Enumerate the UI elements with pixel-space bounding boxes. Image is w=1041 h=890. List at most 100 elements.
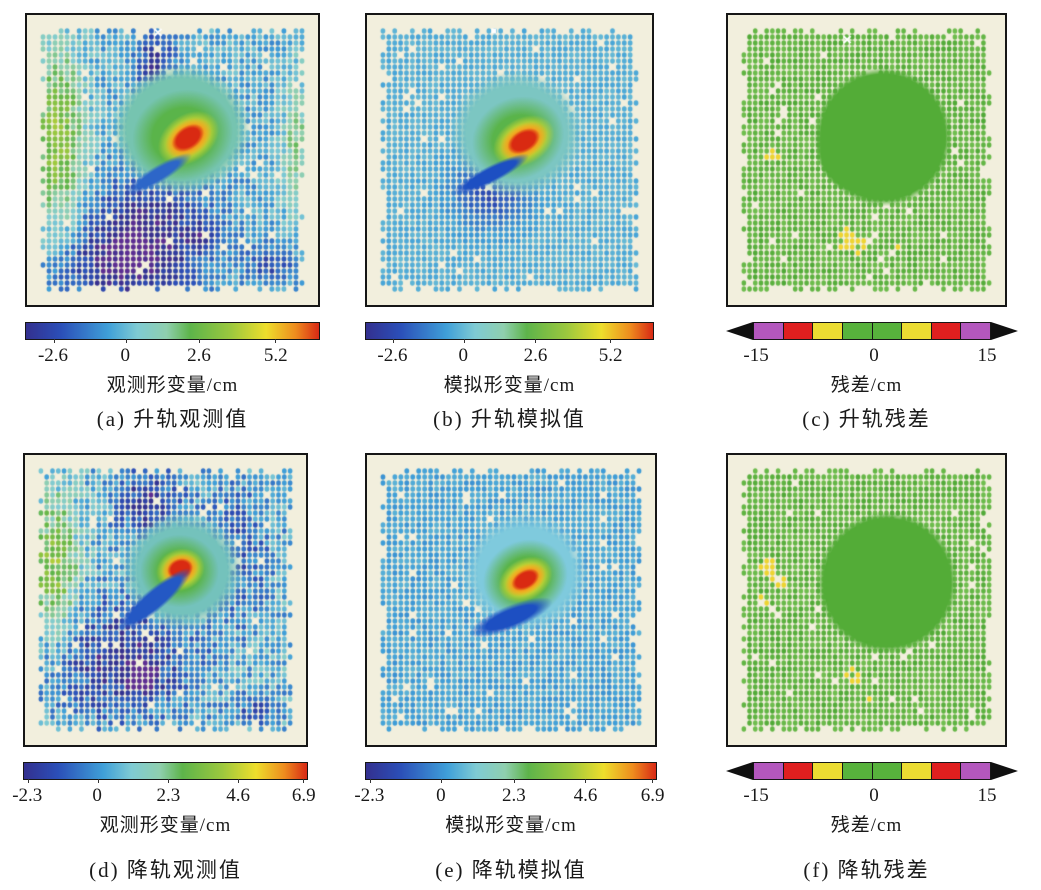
panel-b-colorbar-ticks: -2.6 0 2.6 5.2 [365, 345, 654, 369]
colorbar-tick-label: -15 [743, 785, 769, 806]
residual-colorbar-segment [812, 322, 843, 340]
colorbar-tick-label: 4.6 [226, 785, 251, 806]
colorbar-tick-mark [463, 339, 465, 343]
panel-e-colorbar-ticks: -2.3 0 2.3 4.6 6.9 [354, 785, 664, 809]
panel-f-canvas [726, 453, 1007, 747]
colorbar-tick-label: -2.3 [12, 785, 43, 806]
colorbar-tick-mark [302, 779, 304, 783]
colorbar-tick-label: 0 [869, 345, 879, 366]
panel-c-colorbar-label: 残差/cm [830, 375, 903, 396]
panel-b-colorbar-label: 模拟形变量/cm [443, 375, 576, 396]
colorbar-tick-label: 5.2 [263, 345, 288, 366]
panel-c-colorbar-ticks: -15 0 15 [726, 345, 1018, 369]
panel-e-colorbar [365, 762, 657, 783]
panel-c-colorbar [726, 322, 1018, 340]
residual-colorbar-segment [753, 762, 784, 780]
panel-b-canvas [365, 13, 654, 307]
panel-d-caption: (d) 降轨观测值 [89, 858, 242, 882]
colorbar-left-arrow-icon [726, 322, 753, 340]
residual-colorbar-segment [930, 322, 962, 340]
panel-f-colorbar [726, 762, 1018, 780]
residual-colorbar-segment [930, 762, 962, 780]
colorbar-tick-label: -2.3 [354, 785, 385, 806]
colorbar-tick-mark [28, 779, 30, 783]
panel-d-colorbar [23, 762, 308, 783]
colorbar-tick-label: 2.6 [523, 345, 548, 366]
panel-f-caption: (f) 降轨残差 [803, 858, 930, 882]
residual-colorbar-segment [782, 322, 814, 340]
panel-a-colorbar [25, 322, 320, 343]
colorbar-tick-label: 15 [977, 345, 997, 366]
colorbar-tick-label: 0 [120, 345, 131, 366]
panel-b-caption: (b) 升轨模拟值 [433, 407, 586, 431]
residual-colorbar-segment [753, 322, 784, 340]
colorbar-tick-mark [535, 339, 537, 343]
colorbar-tick-mark [237, 779, 239, 783]
panel-f-colorbar-segments [753, 762, 991, 780]
colorbar-tick-mark [198, 339, 200, 343]
residual-colorbar-segment [901, 762, 932, 780]
colorbar-tick-label: 0 [92, 785, 102, 806]
colorbar-tick-label: 5.2 [598, 345, 623, 366]
colorbar-tick-label: -15 [743, 345, 769, 366]
panel-e-canvas [365, 453, 657, 747]
colorbar-tick-label: 15 [977, 785, 997, 806]
panel-a-colorbar-label: 观测形变量/cm [106, 375, 239, 396]
panel-d: -2.3 0 2.3 4.6 6.9 观测形变量/cm (d) 降轨观测值 [12, 453, 316, 882]
panel-a: -2.6 0 2.6 5.2 观测形变量/cm (a) 升轨观测值 [25, 13, 320, 431]
colorbar-tick-label: 2.6 [187, 345, 211, 366]
residual-colorbar-segment [812, 762, 843, 780]
panel-a-canvas [25, 13, 320, 307]
colorbar-tick-label: 2.3 [156, 785, 181, 806]
colorbar-tick-label: 6.9 [640, 785, 665, 806]
panel-c-canvas [726, 13, 1007, 307]
colorbar-tick-mark [53, 339, 55, 343]
panel-d-colorbar-label: 观测形变量/cm [99, 815, 232, 836]
colorbar-tick-mark [651, 779, 653, 783]
colorbar-tick-mark [370, 779, 372, 783]
residual-colorbar-segment [782, 762, 814, 780]
panel-e-colorbar-label: 模拟形变量/cm [445, 815, 577, 836]
colorbar-tick-mark [393, 339, 395, 343]
panel-a-caption: (a) 升轨观测值 [96, 407, 249, 431]
colorbar-tick-label: 6.9 [291, 785, 316, 806]
colorbar-left-arrow-icon [726, 762, 753, 780]
colorbar-tick-mark [275, 339, 277, 343]
panel-b-colorbar [365, 322, 654, 343]
panel-a-colorbar-ticks: -2.6 0 2.6 5.2 [25, 345, 320, 369]
colorbar-tick-mark [168, 779, 170, 783]
panel-f-colorbar-label: 残差/cm [830, 815, 903, 836]
panel-d-colorbar-ticks: -2.3 0 2.3 4.6 6.9 [12, 785, 315, 809]
colorbar-tick-mark [97, 779, 99, 783]
residual-colorbar-segment [871, 322, 903, 340]
panel-f-colorbar-ticks: -15 0 15 [726, 785, 1018, 809]
colorbar-tick-mark [584, 779, 586, 783]
residual-colorbar-segment [901, 322, 932, 340]
panel-c: -15 0 15 残差/cm (c) 升轨残差 [726, 13, 1018, 431]
colorbar-tick-mark [609, 339, 611, 343]
colorbar-tick-label: 4.6 [573, 785, 598, 806]
colorbar-tick-label: 0 [436, 785, 446, 806]
colorbar-tick-label: -2.6 [37, 345, 69, 366]
panel-b: -2.6 0 2.6 5.2 模拟形变量/cm (b) 升轨模拟值 [365, 13, 654, 431]
panel-c-colorbar-segments [753, 322, 991, 340]
colorbar-tick-mark [125, 339, 127, 343]
panel-d-canvas [23, 453, 308, 747]
colorbar-tick-label: -2.6 [377, 345, 408, 366]
panel-f: -15 0 15 残差/cm (f) 降轨残差 [726, 453, 1018, 882]
colorbar-tick-label: 2.3 [502, 785, 526, 806]
colorbar-tick-label: 0 [458, 345, 469, 366]
residual-colorbar-segment [871, 762, 903, 780]
panel-c-caption: (c) 升轨残差 [802, 407, 931, 431]
colorbar-right-arrow-icon [991, 762, 1018, 780]
colorbar-tick-label: 0 [869, 785, 879, 806]
residual-colorbar-segment [960, 322, 991, 340]
colorbar-right-arrow-icon [991, 322, 1018, 340]
panel-e-caption: (e) 降轨模拟值 [435, 858, 587, 882]
colorbar-tick-mark [513, 779, 515, 783]
residual-colorbar-segment [841, 322, 873, 340]
panel-e: -2.3 0 2.3 4.6 6.9 模拟形变量/cm (e) 降轨模拟值 [354, 453, 664, 882]
colorbar-tick-mark [441, 779, 443, 783]
residual-colorbar-segment [960, 762, 991, 780]
